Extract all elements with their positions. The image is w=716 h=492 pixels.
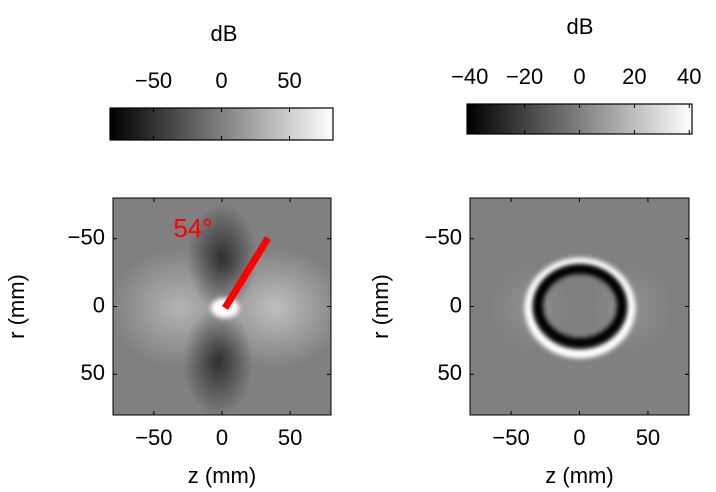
x-axis-label: z (mm) [188,463,256,488]
colorbar-tick-label: 0 [573,64,585,89]
colorbar-label: dB [211,21,238,46]
y-tick-label: −50 [425,225,462,250]
heatmap-image [113,198,331,415]
y-axis-label: r (mm) [368,274,393,339]
x-tick-label: 0 [573,425,585,450]
x-tick-label: −50 [492,425,529,450]
x-tick-label: 0 [216,425,228,450]
annotation: 54° [173,213,212,243]
y-tick-label: 50 [81,360,105,385]
x-axis-label: z (mm) [545,463,613,488]
colorbar-tick-label: −40 [451,64,488,89]
colorbar [109,107,334,141]
colorbar-tick-label: 50 [277,68,301,93]
colorbar [466,103,693,135]
colorbar-tick-label: 20 [622,64,646,89]
y-tick-label: 50 [438,360,462,385]
angle-line [222,236,271,310]
y-tick-label: −50 [68,225,105,250]
x-tick-label: 50 [636,425,660,450]
x-tick-label: 50 [278,425,302,450]
y-tick-label: 0 [93,292,105,317]
heatmap-image [470,198,689,415]
x-tick-label: −50 [135,425,172,450]
colorbar-tick-label: 40 [677,64,701,89]
colorbar-tick-label: −20 [506,64,543,89]
colorbar-tick-label: 0 [215,68,227,93]
colorbar-tick-label: −50 [135,68,172,93]
colorbar-label: dB [567,14,594,39]
y-axis-label: r (mm) [4,274,29,339]
y-tick-label: 0 [450,292,462,317]
